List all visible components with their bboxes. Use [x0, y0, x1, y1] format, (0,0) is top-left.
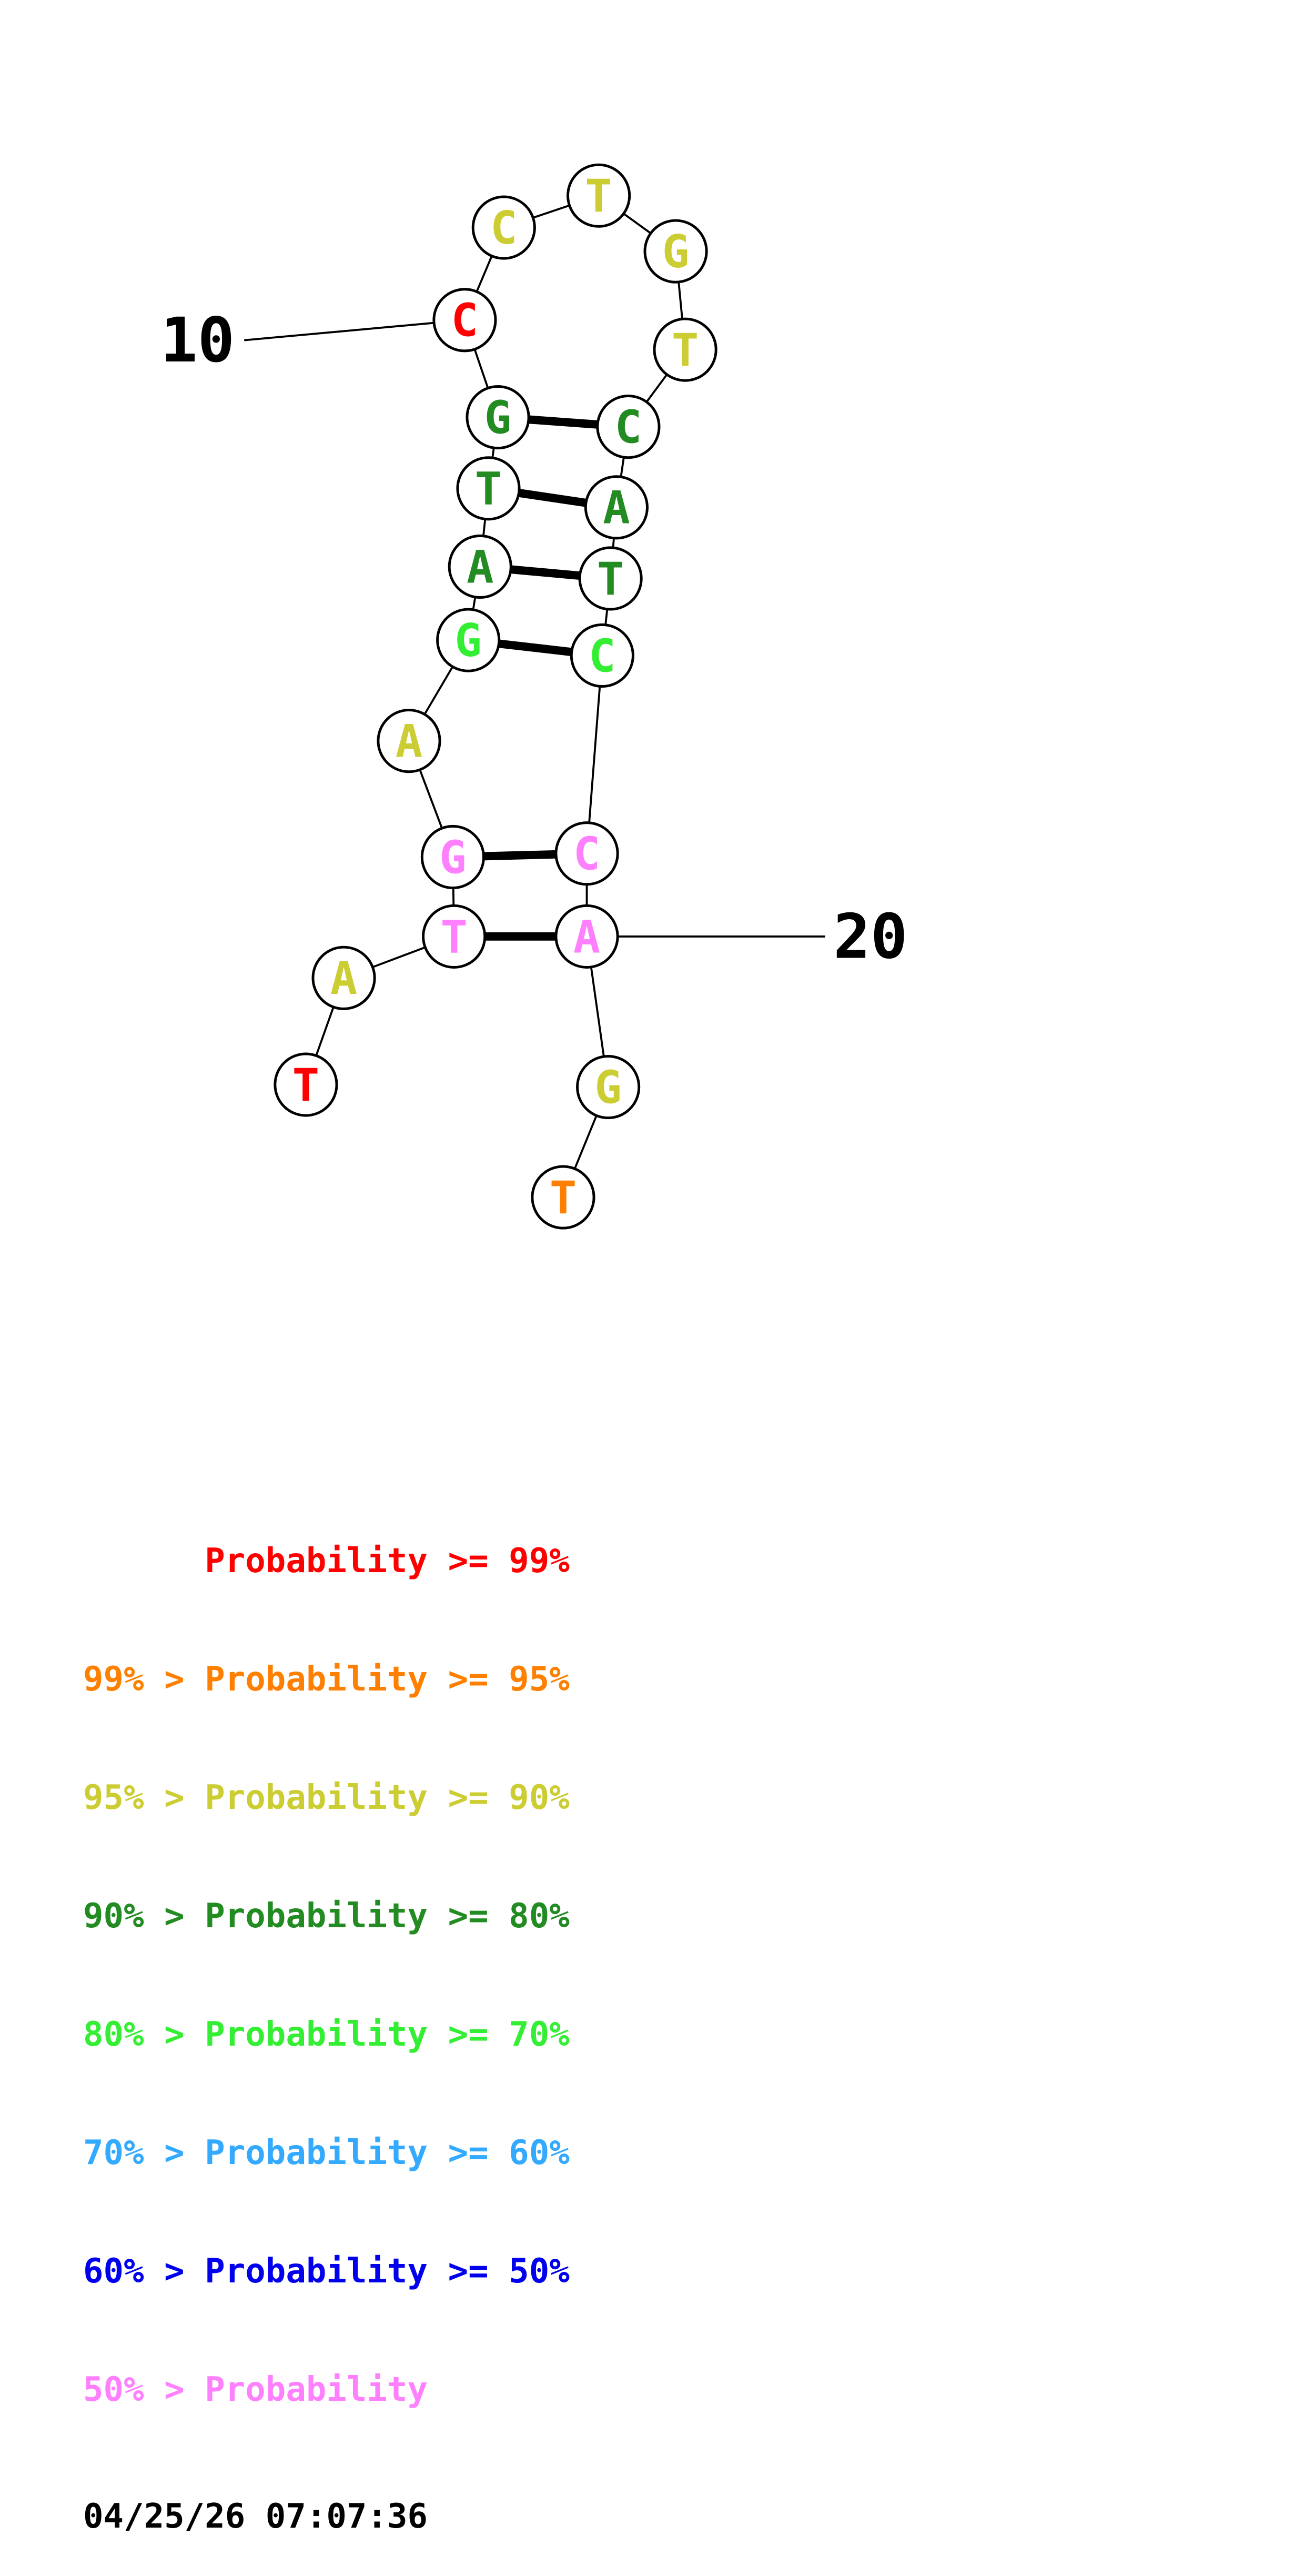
nucleotide-circle: [311, 945, 376, 1010]
nucleotide-circle: [456, 456, 521, 521]
nucleotide-base: A: [603, 482, 630, 535]
nucleotide-circle: [466, 385, 530, 450]
legend-row-p50: 60% > Probability >= 50%: [83, 2252, 570, 2291]
nucleotide-circle: [584, 475, 649, 540]
legend-row-p60: 70% > Probability >= 60%: [83, 2134, 570, 2172]
nucleotide-circle: [432, 288, 497, 353]
nucleotide-circle: [578, 546, 643, 611]
probability-legend: Probability >= 99% 99% > Probability >= …: [83, 1463, 570, 2576]
page: { "diagram": { "type": "nucleic-acid-sec…: [83, 163, 908, 2536]
nucleotide-base: A: [467, 541, 494, 593]
nucleotide-base: A: [330, 953, 358, 1005]
legend-row-p90: 95% > Probability >= 90%: [83, 1778, 570, 1817]
nucleotide-circle: [653, 317, 717, 382]
nucleotide-base: C: [589, 630, 616, 682]
nucleotide-base: G: [594, 1062, 622, 1114]
nucleotide-base: A: [396, 716, 423, 768]
legend-row-lt50: 50% > Probability: [83, 2370, 428, 2409]
timestamp: 04/25/26 07:07:36: [83, 2497, 428, 2536]
nucleotide-base: G: [454, 615, 482, 667]
nucleotide-circle: [554, 904, 619, 969]
legend-row-p70: 80% > Probability >= 70%: [83, 2015, 570, 2054]
position-label: 20: [833, 900, 907, 972]
nucleotide-base: T: [292, 1060, 320, 1112]
nucleotide-base: C: [573, 829, 601, 881]
nucleotide-circle: [274, 1052, 338, 1117]
nucleotide-circle: [531, 1165, 595, 1230]
nucleotide-base: T: [550, 1172, 577, 1224]
nucleotide-base: T: [440, 911, 468, 963]
nucleotide-base: T: [672, 325, 699, 377]
nucleotide-base: C: [490, 203, 518, 255]
nucleotide-circle: [471, 195, 536, 260]
nucleotide-base: G: [484, 393, 512, 445]
nucleotide-base: T: [475, 464, 502, 516]
nucleotide-circle: [420, 824, 485, 890]
legend-row-p95: 99% > Probability >= 95%: [83, 1660, 570, 1699]
nucleotide-circle: [422, 904, 487, 969]
position-label-line: [244, 319, 465, 341]
nucleotide-circle: [448, 534, 512, 599]
backbone-edge: [585, 655, 603, 854]
nucleotide-circle: [436, 608, 501, 672]
position-label: 10: [160, 304, 235, 376]
nucleotide-base: C: [451, 295, 479, 347]
nucleotide-circle: [576, 1054, 641, 1120]
nucleotide-circle: [643, 219, 708, 284]
legend-row-p80: 90% > Probability >= 80%: [83, 1897, 570, 1936]
nucleotide-circle: [377, 709, 441, 773]
nucleotide-base: T: [597, 554, 624, 606]
nucleotide-base: A: [573, 911, 601, 963]
nucleotide-circle: [570, 623, 634, 688]
legend-row-p99: Probability >= 99%: [83, 1542, 570, 1581]
nucleotide-base: G: [439, 832, 467, 884]
nucleotide-circle: [567, 163, 631, 228]
nucleotide-circle: [554, 821, 619, 886]
nucleotide-base: C: [615, 402, 642, 454]
nucleotide-base: G: [662, 226, 690, 278]
nucleotide-circle: [596, 395, 661, 459]
nucleotide-base: T: [585, 170, 612, 223]
